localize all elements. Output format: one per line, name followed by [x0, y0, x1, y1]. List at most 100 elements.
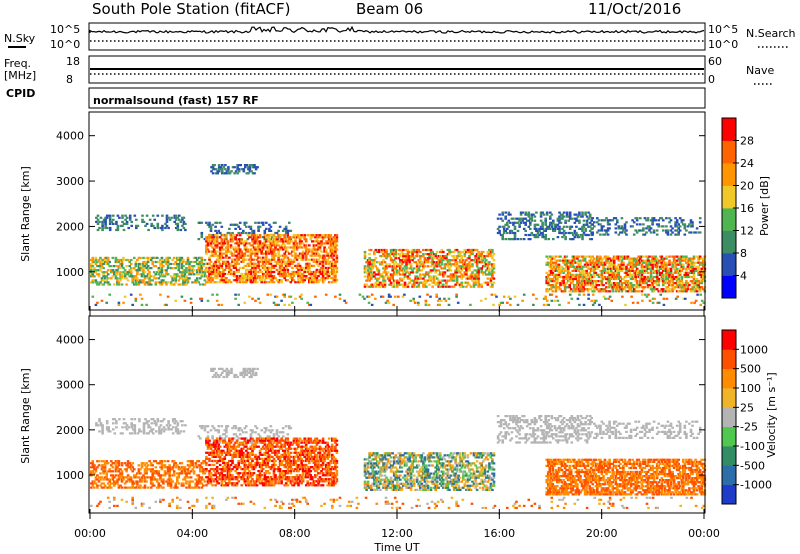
echo-cell: [454, 259, 457, 262]
echo-cell: [568, 280, 571, 283]
echo-cell: [634, 271, 637, 274]
echo-cell: [281, 248, 285, 251]
echo-cell: [383, 265, 387, 268]
echo-cell: [579, 286, 582, 289]
echo-cell: [165, 258, 168, 262]
echo-cell: [481, 259, 485, 262]
echo-cell: [640, 286, 644, 289]
echo-cell: [202, 265, 205, 268]
echo-cell: [556, 269, 559, 272]
echo-cell: [445, 285, 448, 288]
echo-cell: [689, 280, 693, 283]
echo-cell: [463, 263, 467, 266]
echo-cell: [212, 242, 216, 245]
echo-cell: [277, 240, 280, 243]
echo-cell: [214, 268, 217, 271]
echo-cell: [620, 269, 624, 272]
echo-cell: [651, 261, 654, 264]
echo-cell: [269, 275, 273, 278]
echo-cell: [97, 273, 101, 276]
echo-cell: [228, 371, 232, 374]
echo-cell: [272, 250, 276, 253]
echo-cell: [625, 284, 628, 287]
echo-cell: [189, 273, 193, 276]
echo-cell: [225, 266, 228, 269]
echo-cell: [660, 290, 664, 293]
echo-cell: [371, 285, 374, 288]
echo-cell: [252, 246, 256, 249]
echo-cell: [419, 269, 422, 272]
echo-cell: [220, 246, 224, 249]
echo-cell: [321, 238, 325, 241]
echo-cell: [585, 223, 589, 226]
echo-cell: [213, 164, 216, 167]
echo-cell: [623, 231, 627, 234]
echo-cell: [501, 301, 504, 304]
echo-cell: [286, 231, 290, 235]
echo-cell: [317, 244, 320, 247]
echo-cell: [277, 270, 280, 274]
echo-cell: [300, 256, 303, 259]
echo-cell: [469, 273, 473, 276]
echo-cell: [206, 242, 210, 245]
echo-cell: [224, 164, 227, 167]
echo-cell: [396, 269, 399, 272]
echo-cell: [286, 268, 290, 271]
echo-cell: [593, 263, 596, 266]
echo-cell: [257, 246, 260, 249]
echo-cell: [623, 227, 627, 230]
echo-cell: [371, 275, 374, 278]
echo-cell: [368, 271, 371, 274]
echo-cell: [529, 221, 532, 224]
echo-cell: [237, 231, 240, 235]
echo-cell: [702, 269, 705, 272]
echo-cell: [243, 277, 247, 280]
echo-cell: [414, 255, 417, 258]
echo-cell: [217, 270, 220, 274]
echo-cell: [167, 422, 170, 425]
echo-cell: [281, 435, 285, 438]
echo-cell: [209, 429, 213, 432]
echo-cell: [645, 269, 648, 272]
echo-cell: [226, 256, 230, 259]
echo-cell: [225, 236, 228, 239]
echo-cell: [311, 254, 314, 257]
echo-cell: [431, 281, 434, 284]
echo-cell: [626, 284, 630, 287]
echo-cell: [223, 429, 227, 432]
echo-cell: [335, 256, 339, 259]
echo-cell: [368, 273, 371, 276]
echo-cell: [159, 432, 163, 435]
echo-cell: [94, 258, 98, 262]
echo-cell: [214, 375, 218, 379]
echo-cell: [587, 211, 590, 214]
echo-cell: [565, 277, 568, 281]
echo-cell: [225, 281, 228, 284]
echo-cell: [685, 271, 688, 274]
echo-cell: [277, 262, 280, 265]
echo-cell: [657, 284, 660, 287]
echo-cell: [245, 242, 248, 245]
echo-cell: [323, 254, 326, 257]
echo-cell: [329, 264, 333, 267]
echo-cell: [295, 264, 299, 267]
echo-cell: [191, 267, 194, 270]
echo-cell: [281, 229, 285, 232]
echo-cell: [452, 263, 456, 266]
echo-cell: [234, 236, 237, 239]
echo-cell: [399, 279, 402, 282]
echo-cell: [235, 275, 239, 278]
echo-cell: [573, 255, 576, 258]
echo-cell: [402, 257, 405, 260]
echo-cell: [698, 271, 702, 274]
echo-cell: [405, 253, 408, 256]
echo-cell: [338, 297, 342, 300]
echo-cell: [573, 284, 576, 287]
echo-cell: [312, 234, 316, 237]
echo-cell: [157, 260, 161, 264]
echo-cell: [124, 214, 127, 217]
echo-cell: [570, 225, 574, 228]
echo-cell: [304, 262, 308, 265]
echo-cell: [265, 227, 268, 230]
echo-cell: [277, 250, 280, 253]
